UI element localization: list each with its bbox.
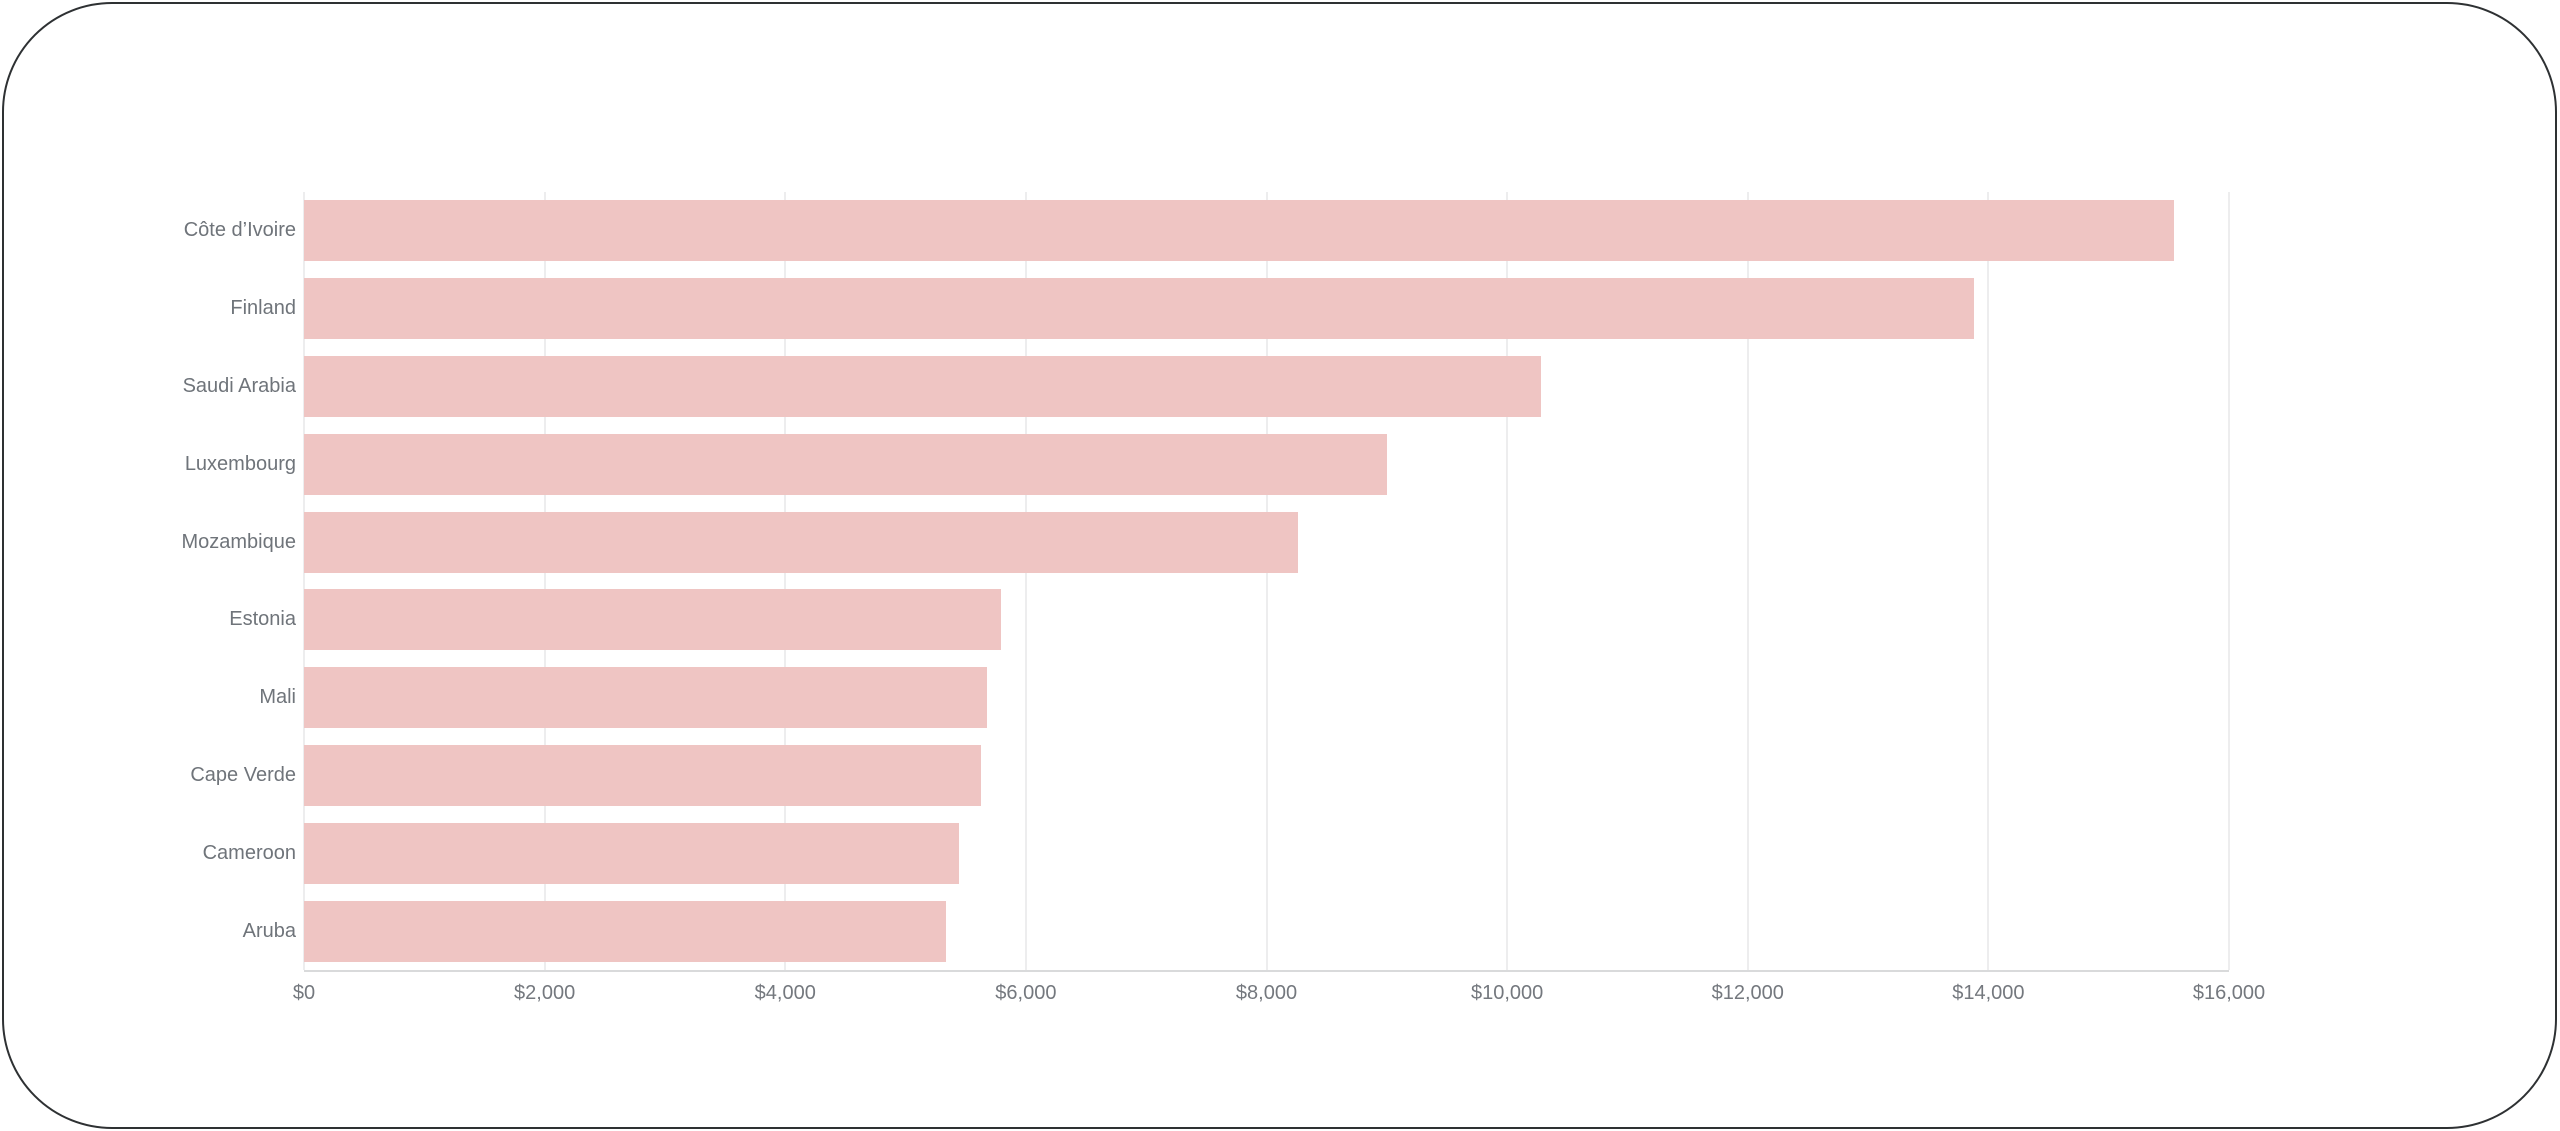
category-label: Saudi Arabia — [182, 374, 296, 397]
category-label: Aruba — [242, 919, 296, 942]
plot-area — [303, 192, 2230, 972]
bar-saudi-arabia[interactable] — [304, 355, 1541, 417]
bar-row — [304, 581, 2229, 659]
bar-aruba[interactable] — [304, 900, 947, 962]
x-tick-label: $16,000 — [2192, 982, 2266, 1004]
bar-finland[interactable] — [304, 278, 1974, 340]
bar-row — [304, 425, 2229, 503]
category-label: Luxembourg — [184, 452, 296, 475]
gridline — [1746, 192, 1749, 970]
value-axis-labels: $0 $2,000 $4,000 $6,000 $8,000 $10,000 $12,000… — [293, 982, 2265, 1008]
bar-estonia[interactable] — [304, 589, 1001, 651]
bar-series — [304, 192, 2229, 970]
category-label: Cape Verde — [190, 763, 296, 786]
x-tick-label: $12,000 — [1711, 982, 1784, 1004]
x-tick-label: $0 — [292, 982, 316, 1004]
bar-luxembourg[interactable] — [304, 433, 1387, 495]
bar-row — [304, 348, 2229, 426]
bar-row — [304, 814, 2229, 892]
bar-row — [304, 192, 2229, 270]
bar-cameroon[interactable] — [304, 822, 959, 884]
bar-mozambique[interactable] — [304, 511, 1298, 573]
category-label: Mali — [259, 686, 296, 709]
gridline — [1024, 192, 1027, 970]
x-tick-label: $2,000 — [514, 982, 576, 1004]
category-axis-labels: Côte d’Ivoire Finland Saudi Arabia Luxembou… — [4, 192, 296, 970]
category-label: Finland — [230, 297, 296, 320]
x-tick-label: $10,000 — [1470, 982, 1544, 1004]
gridline — [543, 192, 546, 970]
gridline — [1987, 192, 1990, 970]
x-tick-label: $4,000 — [754, 982, 816, 1004]
gridline — [2228, 192, 2230, 970]
bar-row — [304, 737, 2229, 815]
category-label: Cameroon — [202, 841, 296, 864]
x-tick-label: $8,000 — [1235, 982, 1298, 1004]
category-label: Mozambique — [181, 530, 296, 553]
gridline — [303, 192, 305, 970]
bar-cape-verde[interactable] — [304, 744, 982, 806]
gridline — [1506, 192, 1509, 970]
bar-row — [304, 659, 2229, 737]
bar-row — [304, 892, 2229, 970]
gridline — [1265, 192, 1268, 970]
bar-mali[interactable] — [304, 667, 988, 729]
x-tick-label: $6,000 — [995, 982, 1057, 1004]
category-label: Estonia — [229, 608, 296, 631]
bar-row — [304, 270, 2229, 348]
category-label: Côte d’Ivoire — [183, 219, 296, 242]
gridline — [784, 192, 787, 970]
bar-c-te-d-ivoire[interactable] — [304, 200, 2174, 262]
x-tick-label: $14,000 — [1952, 982, 2025, 1004]
bar-row — [304, 503, 2229, 581]
